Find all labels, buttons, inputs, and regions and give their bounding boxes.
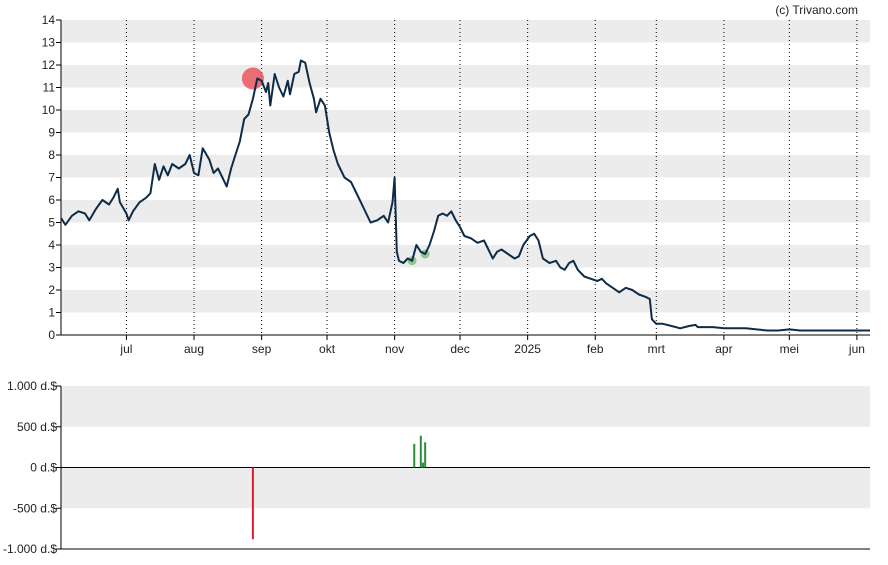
y-tick-label: 11 [43,81,56,95]
volume-y-tick-label: 500 d.$ [17,420,57,434]
y-tick-label: 1 [48,306,55,320]
price-grid-band [61,200,870,223]
x-tick-label: mei [780,342,799,356]
x-tick-label: sep [252,342,272,356]
y-tick-label: 6 [48,193,55,207]
x-tick-label: okt [319,342,336,356]
y-tick-label: 2 [48,283,55,297]
volume-grid-band [61,386,870,427]
y-tick-label: 10 [42,103,56,117]
y-tick-label: 5 [48,216,55,230]
volume-y-tick-label: 0 d.$ [30,461,57,475]
price-grid-band [61,290,870,313]
y-tick-label: 14 [42,13,56,27]
volume-y-tick-label: -500 d.$ [13,501,57,515]
price-line [60,59,870,332]
price-grid-band [61,245,870,268]
x-tick-label: apr [715,342,732,356]
y-tick-label: 12 [42,58,56,72]
price-grid-band [61,155,870,178]
volume-y-tick-label: -1.000 d.$ [3,542,57,556]
sell-marker [241,67,264,90]
price-grid-band [61,110,870,133]
y-tick-label: 9 [48,126,55,140]
price-grid-band [61,20,870,43]
y-tick-label: 3 [48,261,55,275]
copyright-text: (c) Trivano.com [775,3,858,17]
x-tick-label: aug [184,342,204,356]
x-tick-label: jul [119,342,132,356]
volume-y-tick-label: 1.000 d.$ [7,379,57,393]
x-tick-label: jun [848,342,865,356]
x-tick-label: mrt [648,342,666,356]
price-grid-band [61,65,870,88]
transaction-chart: 1.000 d.$ 500 d.$ 0 d.$ -500 d.$ -1.000 d.$ [3,379,870,556]
price-chart: jul aug sep okt nov dec 2025 feb mrt apr mei jun012… [42,13,870,356]
x-tick-label: 2025 [514,342,541,356]
y-tick-label: 7 [48,171,55,185]
y-tick-label: 8 [48,148,55,162]
x-tick-label: nov [385,342,404,356]
y-tick-label: 13 [42,36,56,50]
y-tick-label: 0 [48,328,55,342]
x-tick-label: feb [587,342,604,356]
volume-grid-band [61,467,870,509]
y-tick-label: 4 [48,238,55,252]
x-tick-label: dec [450,342,469,356]
